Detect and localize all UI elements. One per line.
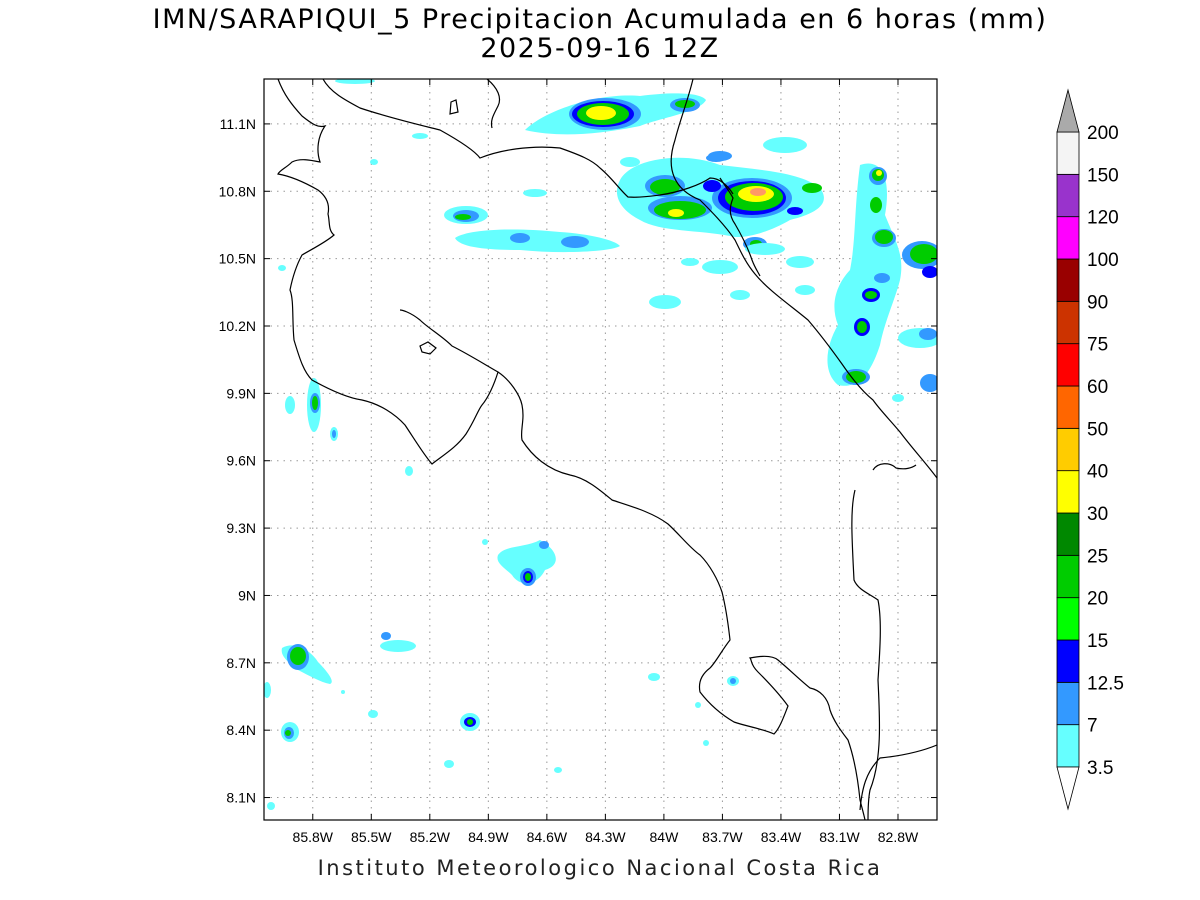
colorbar-swatch	[1056, 343, 1080, 387]
x-tick-label: 83.4W	[761, 829, 802, 845]
colorbar-under-triangle	[1056, 766, 1080, 811]
footer-credit: Instituto Meteorologico Nacional Costa R…	[317, 856, 883, 880]
costa-rica-inland-line	[719, 177, 761, 277]
colorbar-swatch	[1056, 427, 1080, 472]
colorbar-swatch	[1056, 216, 1080, 260]
x-tick-label: 84.6W	[527, 829, 568, 845]
colorbar-label: 90	[1087, 292, 1108, 313]
x-tick-label: 84.9W	[468, 829, 509, 845]
colorbar-label: 200	[1087, 123, 1119, 144]
colorbar-swatch	[1056, 300, 1080, 345]
precipitation-colorbar: 3.5 7 12.5 15 20 25 30 40 50 60 75 90 100 120 150 200	[1056, 88, 1124, 811]
precip-cell-east-column	[827, 163, 937, 392]
colorbar-swatch	[1056, 639, 1080, 683]
x-tick-label: 85.2W	[410, 829, 451, 845]
colorbar-swatch	[1056, 131, 1080, 175]
x-tick-label: 84W	[650, 829, 680, 845]
panama-border-line	[851, 463, 917, 820]
nicoya-gulf-coast	[497, 371, 866, 820]
precip-cell-ne-north-cluster	[525, 93, 807, 161]
map-date: 2025-09-16 12Z	[480, 33, 720, 64]
colorbar-label: 12.5	[1087, 673, 1124, 694]
panama-coast-line	[859, 744, 937, 811]
lake-nicaragua-shore	[449, 99, 459, 115]
y-tick-label: 8.4N	[226, 722, 256, 738]
colorbar-swatch	[1056, 173, 1080, 218]
coastlines-borders	[277, 79, 937, 820]
map-plot-area	[264, 79, 937, 820]
y-tick-label: 9.3N	[226, 520, 256, 536]
colorbar-label: 120	[1087, 208, 1119, 229]
colorbar-label: 75	[1087, 335, 1108, 356]
y-tick-label: 9N	[238, 587, 256, 603]
longitude-axis: 85.8W 85.5W 85.2W 84.9W 84.6W 84.3W 84W 83.7W 83…	[293, 79, 919, 845]
colorbar-swatch	[1056, 258, 1080, 302]
precip-cell-ne-main-cluster	[616, 154, 824, 251]
y-tick-label: 9.6N	[226, 453, 256, 469]
colorbar-swatch	[1056, 470, 1080, 514]
x-tick-label: 84.3W	[585, 829, 626, 845]
colorbar-label: 100	[1087, 250, 1119, 271]
colorbar-label: 50	[1087, 419, 1108, 440]
y-tick-label: 10.2N	[219, 318, 256, 334]
y-tick-label: 10.5N	[219, 251, 256, 267]
colorbar-label: 3.5	[1087, 758, 1113, 779]
latitude-axis: 11.1N 10.8N 10.5N 10.2N 9.9N 9.6N 9.3N 9N 8.7N 8.…	[219, 116, 937, 806]
precip-cell-central-north-band	[444, 206, 620, 253]
colorbar-swatch	[1056, 724, 1080, 768]
x-tick-label: 83.1W	[819, 829, 860, 845]
precip-cell-west-coast	[285, 378, 413, 476]
y-tick-label: 10.8N	[219, 183, 256, 199]
colorbar-swatch	[1056, 681, 1080, 726]
colorbar-swatch	[1056, 512, 1080, 556]
colorbar-swatch	[1056, 554, 1080, 599]
colorbar-label: 25	[1087, 546, 1108, 567]
x-tick-label: 83.7W	[702, 829, 743, 845]
map-title: IMN/SARAPIQUI_5 Precipitacion Acumulada …	[152, 4, 1048, 35]
x-tick-label: 82.8W	[878, 829, 919, 845]
map-frame	[263, 78, 938, 821]
y-tick-label: 9.9N	[226, 385, 256, 401]
caribbean-coast-line	[670, 79, 937, 479]
y-tick-label: 11.1N	[220, 116, 256, 132]
nicaragua-border-line	[322, 79, 734, 198]
y-tick-label: 8.7N	[226, 655, 256, 671]
x-tick-label: 85.8W	[293, 829, 334, 845]
precipitation-field	[264, 79, 937, 810]
y-tick-label: 8.1N	[226, 790, 256, 806]
precip-cell-scattered-light	[278, 79, 904, 402]
nicaragua-caribbean-coast	[486, 79, 501, 129]
colorbar-label: 60	[1087, 377, 1108, 398]
colorbar-label: 15	[1087, 631, 1108, 652]
precip-cell-southwest	[264, 632, 739, 810]
small-island	[419, 341, 437, 355]
colorbar-swatch	[1056, 597, 1080, 641]
precip-cell-central-pacific	[482, 539, 556, 586]
colorbar-label: 20	[1087, 589, 1108, 610]
x-tick-label: 85.5W	[351, 829, 392, 845]
colorbar-label: 7	[1087, 716, 1098, 737]
colorbar-swatch	[1056, 385, 1080, 429]
colorbar-label: 40	[1087, 462, 1108, 483]
colorbar-over-triangle	[1056, 88, 1080, 133]
colorbar-label: 30	[1087, 504, 1108, 525]
colorbar-label: 150	[1087, 165, 1119, 186]
pacific-northwest-coast	[277, 79, 499, 465]
